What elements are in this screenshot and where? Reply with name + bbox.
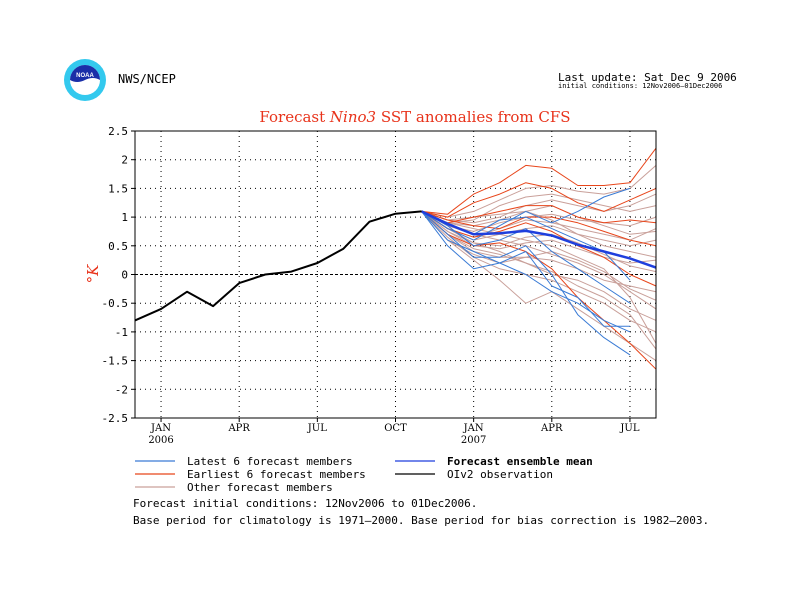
y-tick-label: -1.5 <box>102 355 129 368</box>
initial-conditions-short: initial conditions: 12Nov2006–01Dec2006 <box>558 82 723 90</box>
earliest-member-line <box>421 147 657 215</box>
y-tick-label: 1 <box>121 211 128 224</box>
last-update: Last update: Sat Dec 9 2006 <box>558 71 737 84</box>
title-part-1: Forecast <box>259 108 330 126</box>
other-member-line <box>421 165 657 218</box>
other-member-line <box>421 211 657 362</box>
legend-label-obs: OIv2 observation <box>447 468 553 481</box>
latest-member-line <box>421 211 631 356</box>
title-part-3: SST anomalies from CFS <box>376 108 570 126</box>
title-part-2: Nino3 <box>329 108 376 126</box>
y-axis-label: °K <box>84 264 102 284</box>
footer-base-period: Base period for climatology is 1971–2000… <box>133 514 710 527</box>
x-tick-label: JUL <box>619 423 639 434</box>
other-member-line <box>421 211 657 301</box>
y-tick-label: 2.5 <box>108 125 128 138</box>
other-member-line <box>421 211 657 333</box>
x-tick-label: APR <box>540 423 563 434</box>
earliest-member-line <box>421 182 657 218</box>
latest-member-line <box>421 210 631 304</box>
other-member-line <box>421 210 657 258</box>
other-member-line <box>421 205 657 235</box>
y-tick-label: -2 <box>115 383 128 396</box>
latest-member-line <box>421 211 631 333</box>
earliest-member-line <box>421 205 657 224</box>
legend-label-latest: Latest 6 forecast members <box>187 455 353 468</box>
x-tick-year-label: 2007 <box>461 435 486 446</box>
x-tick-label: JUL <box>307 423 327 434</box>
series-layer <box>134 147 657 370</box>
footer-initial-conditions: Forecast initial conditions: 12Nov2006 t… <box>133 497 478 510</box>
other-member-line <box>421 193 657 224</box>
latest-member-line <box>421 211 630 327</box>
x-tick-label: OCT <box>384 423 407 434</box>
y-tick-label: -2.5 <box>102 412 129 425</box>
x-tick-label: JAN <box>150 423 171 434</box>
other-member-line <box>421 211 657 350</box>
y-tick-label: 1.5 <box>108 182 128 195</box>
observation-line <box>134 210 422 322</box>
y-tick-label: 0 <box>121 269 128 282</box>
grid <box>135 131 656 418</box>
y-tick-label: -0.5 <box>102 297 129 310</box>
legend-label-other: Other forecast members <box>187 481 333 494</box>
chart-title: Forecast Nino3 SST anomalies from CFS <box>259 108 570 126</box>
agency-label: NWS/NCEP <box>118 72 176 86</box>
x-tick-year-label: 2006 <box>148 435 173 446</box>
ensemble-mean-line <box>421 210 657 269</box>
legend-label-mean: Forecast ensemble mean <box>447 455 593 468</box>
y-tick-label: -1 <box>115 326 128 339</box>
noaa-logo-icon: NOAA <box>63 58 107 102</box>
other-member-line <box>421 211 657 273</box>
y-tick-label: 0.5 <box>108 240 128 253</box>
x-tick-label: JAN <box>463 423 484 434</box>
noaa-logo-text: NOAA <box>76 73 94 79</box>
x-tick-label: APR <box>227 423 250 434</box>
legend-label-earliest: Earliest 6 forecast members <box>187 468 366 481</box>
y-tick-label: 2 <box>121 154 128 167</box>
plot-frame <box>134 130 657 419</box>
